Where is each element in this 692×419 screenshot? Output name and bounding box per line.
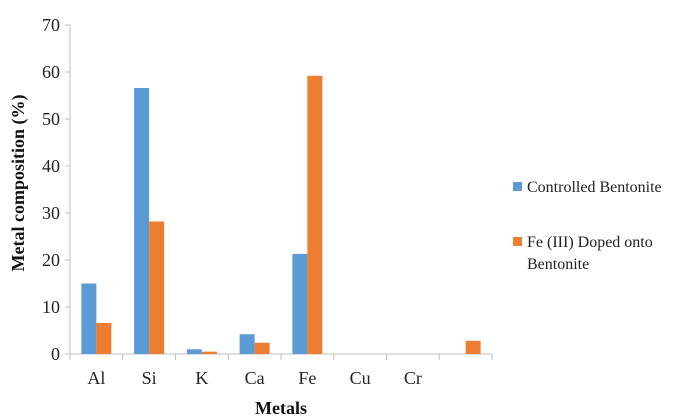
x-tick-label-k: K [195,368,208,388]
x-tick-label-si: Si [142,368,157,388]
legend-label-fe-doped-bentonite: Fe (III) Doped onto Bentonite [527,234,653,273]
legend-swatch-fe-doped-bentonite [513,237,522,246]
bars [81,75,481,354]
x-tick-label-al: Al [87,368,105,388]
y-tick-label-40: 40 [42,156,60,176]
y-tick-label-20: 20 [42,250,60,270]
bar-controlled-bentonite-si [134,87,150,354]
legend: Controlled Bentonite Fe (III) Doped onto… [513,179,662,273]
y-tick-label-70: 70 [42,15,60,35]
y-tick-label-60: 60 [42,62,60,82]
bar-fe-iii-doped-onto-bentonite-al [96,322,112,354]
bar-fe-iii-doped-onto-bentonite-k [201,351,217,354]
bar-controlled-bentonite-al [81,283,97,354]
legend-swatch-controlled-bentonite [513,182,522,191]
x-axis-title: Metals [255,398,307,418]
x-tick-label-ca: Ca [245,368,265,388]
y-axis-ticks: 0 10 20 30 40 50 60 70 [42,15,70,364]
y-tick-label-0: 0 [51,344,60,364]
x-tick-label-cu: Cu [350,368,371,388]
legend-label-controlled-bentonite: Controlled Bentonite [527,179,662,196]
bar-controlled-bentonite-fe [292,253,308,354]
bar-fe-iii-doped-onto-bentonite-ca [254,342,270,354]
x-tick-label-fe: Fe [298,368,316,388]
y-tick-label-50: 50 [42,109,60,129]
bar-fe-iii-doped-onto-bentonite-category-7 [465,340,481,354]
bar-fe-iii-doped-onto-bentonite-fe [307,75,323,354]
y-axis-title: Metal composition (%) [8,95,29,272]
y-tick-label-10: 10 [42,297,60,317]
bar-controlled-bentonite-ca [239,334,255,354]
bar-controlled-bentonite-k [186,349,202,354]
x-axis-ticks: Al Si K Ca Fe Cu Cr [69,354,493,388]
y-tick-label-30: 30 [42,203,60,223]
bar-fe-iii-doped-onto-bentonite-si [149,221,165,354]
x-tick-label-cr: Cr [404,368,422,388]
